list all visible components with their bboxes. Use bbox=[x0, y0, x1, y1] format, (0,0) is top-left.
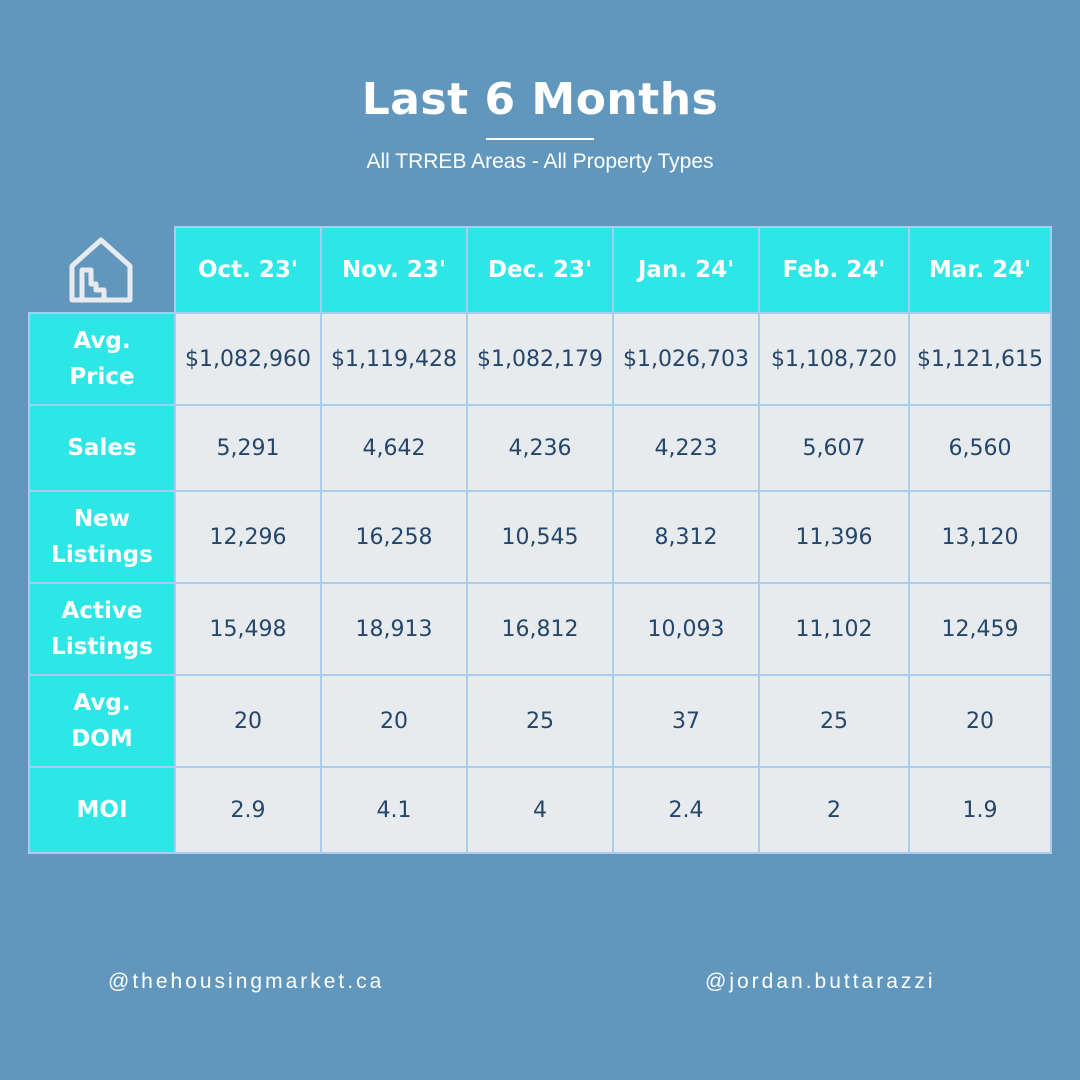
table-cell: 2.4 bbox=[612, 766, 760, 854]
table-cell: 12,459 bbox=[908, 582, 1052, 676]
table-header-row: Oct. 23' Nov. 23' Dec. 23' Jan. 24' Feb. 24'… bbox=[29, 226, 1052, 314]
table-cell: 20 bbox=[174, 674, 322, 768]
column-header: Feb. 24' bbox=[758, 226, 910, 314]
row-header: Avg. Price bbox=[28, 312, 176, 406]
table-cell: 37 bbox=[612, 674, 760, 768]
row-header-line: Listings bbox=[51, 634, 153, 660]
table-cell: 12,296 bbox=[174, 490, 322, 584]
page-subtitle: All TRREB Areas - All Property Types bbox=[366, 150, 714, 173]
table-row: MOI 2.9 4.1 4 2.4 2 1.9 bbox=[28, 766, 1052, 854]
column-header: Mar. 24' bbox=[908, 226, 1052, 314]
row-header-line: DOM bbox=[71, 726, 133, 752]
column-header: Jan. 24' bbox=[612, 226, 760, 314]
column-header: Dec. 23' bbox=[466, 226, 614, 314]
row-header: Active Listings bbox=[28, 582, 176, 676]
table-cell: 2.9 bbox=[174, 766, 322, 854]
table-cell: $1,026,703 bbox=[612, 312, 760, 406]
house-chart-icon bbox=[69, 237, 133, 303]
row-header-line: Avg. bbox=[73, 690, 131, 716]
table-cell: 10,093 bbox=[612, 582, 760, 676]
row-header: Sales bbox=[28, 404, 176, 492]
table-cell: 20 bbox=[908, 674, 1052, 768]
table-cell: 16,812 bbox=[466, 582, 614, 676]
table-cell: 8,312 bbox=[612, 490, 760, 584]
table-cell: 4,642 bbox=[320, 404, 468, 492]
column-header: Nov. 23' bbox=[320, 226, 468, 314]
table-cell: 18,913 bbox=[320, 582, 468, 676]
row-header-line: Price bbox=[69, 364, 135, 390]
table-cell: 11,396 bbox=[758, 490, 910, 584]
table-cell: 16,258 bbox=[320, 490, 468, 584]
column-header: Oct. 23' bbox=[174, 226, 322, 314]
table-cell: 5,291 bbox=[174, 404, 322, 492]
table-row: Avg. Price $1,082,960 $1,119,428 $1,082,179 $… bbox=[28, 312, 1052, 406]
row-header-line: Avg. bbox=[73, 328, 131, 354]
table-cell: $1,108,720 bbox=[758, 312, 910, 406]
row-header-line: Listings bbox=[51, 542, 153, 568]
row-header-line: Active bbox=[61, 598, 143, 624]
table-cell: $1,119,428 bbox=[320, 312, 468, 406]
table-cell: 2 bbox=[758, 766, 910, 854]
row-header: New Listings bbox=[28, 490, 176, 584]
table-cell: $1,082,179 bbox=[466, 312, 614, 406]
table-row: Avg. DOM 20 20 25 37 25 20 bbox=[28, 674, 1052, 768]
data-table: Oct. 23' Nov. 23' Dec. 23' Jan. 24' Feb. 24'… bbox=[28, 226, 1052, 854]
table-cell: 11,102 bbox=[758, 582, 910, 676]
table-cell: $1,121,615 bbox=[908, 312, 1052, 406]
table-cell: 5,607 bbox=[758, 404, 910, 492]
table-cell: 25 bbox=[466, 674, 614, 768]
page-title: Last 6 Months bbox=[361, 74, 719, 125]
table-cell: $1,082,960 bbox=[174, 312, 322, 406]
footer-handle-left: @thehousingmarket.ca bbox=[108, 970, 385, 993]
table-cell: 15,498 bbox=[174, 582, 322, 676]
table-row: Sales 5,291 4,642 4,236 4,223 5,607 6,560 bbox=[28, 404, 1052, 492]
table-row: Active Listings 15,498 18,913 16,812 10,093 11… bbox=[28, 582, 1052, 676]
table-cell: 4.1 bbox=[320, 766, 468, 854]
table-cell: 25 bbox=[758, 674, 910, 768]
row-header-line: Sales bbox=[67, 435, 137, 461]
table-cell: 4 bbox=[466, 766, 614, 854]
table-cell: 6,560 bbox=[908, 404, 1052, 492]
row-header-line: MOI bbox=[76, 797, 128, 823]
table-cell: 1.9 bbox=[908, 766, 1052, 854]
title-underline bbox=[486, 138, 594, 140]
row-header: MOI bbox=[28, 766, 176, 854]
row-header: Avg. DOM bbox=[28, 674, 176, 768]
table-row: New Listings 12,296 16,258 10,545 8,312 11,396… bbox=[28, 490, 1052, 584]
table-cell: 20 bbox=[320, 674, 468, 768]
table-cell: 13,120 bbox=[908, 490, 1052, 584]
table-cell: 10,545 bbox=[466, 490, 614, 584]
table-cell: 4,236 bbox=[466, 404, 614, 492]
table-cell: 4,223 bbox=[612, 404, 760, 492]
footer-handle-right: @jordan.buttarazzi bbox=[705, 970, 936, 993]
row-header-line: New bbox=[73, 506, 131, 532]
